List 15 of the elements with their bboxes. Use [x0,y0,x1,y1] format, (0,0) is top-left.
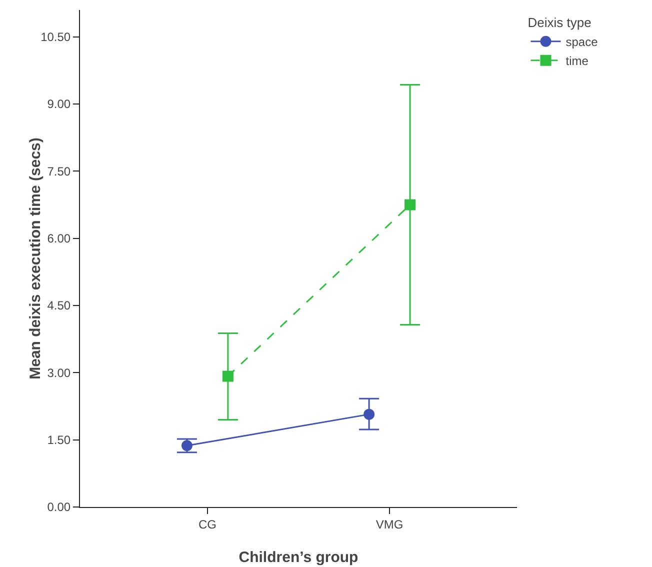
y-tick-label: 6.00 [47,232,71,246]
x-tick-label: CG [198,517,216,532]
legend-label: space [566,35,598,50]
y-tick-label: 3.00 [47,366,71,380]
y-tick-label: 4.50 [47,298,71,313]
legend-title: Deixis type [528,14,592,30]
y-tick-label: 9.00 [47,97,71,112]
y-axis-title: Mean deixis execution time (secs) [27,138,44,380]
x-tick-label: VMG [376,517,404,532]
y-tick-label: 7.50 [47,164,71,178]
y-tick-label: 0.00 [47,500,71,514]
y-tick-label: 1.50 [47,433,71,448]
x-axis-title: Children’s group [238,549,358,566]
y-tick-label: 10.50 [40,30,71,44]
legend-label: time [566,54,589,68]
